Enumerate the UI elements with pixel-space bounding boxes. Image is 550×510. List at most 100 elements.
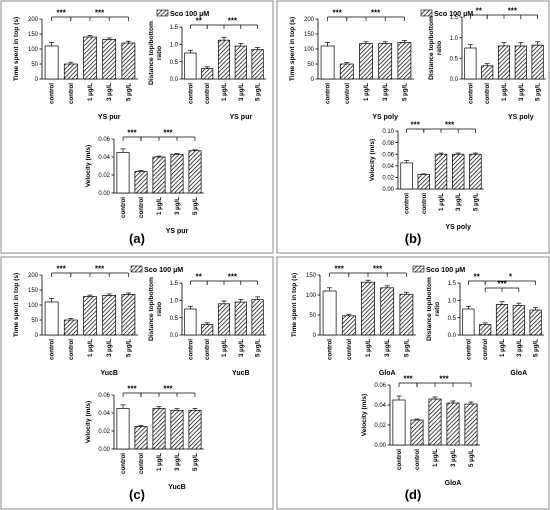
x-tick-label: control [120, 453, 127, 474]
significance-label: *** [508, 7, 518, 16]
bar [201, 324, 214, 336]
y-tick-label: 0.5 [170, 316, 179, 322]
bar [434, 153, 448, 190]
x-tick-label: 5 µg/L [401, 83, 408, 101]
y-axis-label: Velocity (m/s) [361, 394, 368, 437]
x-tick-label: control [414, 449, 421, 470]
bar [410, 419, 424, 446]
x-tick-label: control [344, 83, 351, 104]
x-tick-label: control [484, 83, 491, 104]
bar [428, 398, 442, 446]
y-axis-label: Velocity (m/s) [85, 145, 92, 188]
y-axis-label: Time spent in top (s) [291, 273, 298, 337]
significance-bracket: *** [423, 121, 476, 133]
significance-bracket: *** [398, 375, 418, 387]
significance-label: *** [163, 385, 173, 394]
x-axis-label: YS poly [508, 114, 534, 121]
bar [102, 39, 117, 80]
y-axis-label: ratio [156, 46, 163, 60]
bar [121, 42, 136, 80]
bar [134, 171, 148, 194]
x-tick-label: 1 µg/L [499, 339, 506, 357]
x-tick-label: control [138, 453, 145, 474]
y-tick-label: 50 [307, 62, 314, 68]
y-tick-label: 0 [313, 333, 317, 339]
x-tick-label: 3 µg/L [518, 83, 525, 101]
y-axis-label: Velocity (m/s) [85, 401, 92, 444]
bar [134, 426, 148, 450]
bar [481, 65, 494, 80]
panel-label: (d) [405, 487, 422, 502]
panel-label: (a) [129, 231, 145, 246]
x-tick-label: 5 µg/L [255, 83, 262, 101]
bar [462, 308, 475, 336]
y-tick-label: 0.5 [450, 57, 459, 63]
x-tick-label: control [327, 339, 334, 360]
y-tick-label: 150 [28, 32, 39, 38]
bar [121, 294, 136, 336]
y-tick-label: 0.0 [170, 333, 179, 339]
bar [479, 324, 492, 336]
x-tick-label: 1 µg/L [365, 339, 372, 357]
bar [392, 399, 406, 446]
bar [359, 43, 373, 80]
significance-bracket: *** [348, 265, 407, 277]
chart-2: 0.0 0.5 1.0 1.5 Distance top/bottom ratio cont… [426, 273, 544, 377]
x-tick-label: 3 µg/L [516, 339, 523, 357]
chart-3: 0.00 0.02 0.04 0.06 0.08 0.10 Velocity (m/s) co… [369, 121, 484, 231]
significance-bracket: *** [122, 385, 142, 397]
significance-label: *** [445, 121, 455, 130]
panel-border [0, 0, 274, 254]
y-axis-label: Distance top/bottom [148, 277, 155, 341]
bar [63, 63, 78, 80]
y-tick-label: 100 [28, 47, 39, 53]
bar [339, 63, 354, 80]
x-tick-label: control [482, 339, 489, 360]
x-tick-label: 3 µg/L [384, 339, 391, 357]
y-tick-label: 1.5 [170, 25, 179, 31]
significance-bracket: *** [406, 121, 425, 133]
significance-bracket: *** [327, 9, 348, 21]
significance-bracket: *** [206, 273, 258, 285]
x-tick-label: 3 µg/L [238, 83, 245, 101]
x-tick-label: control [68, 339, 75, 360]
bar [417, 174, 430, 190]
significance-label: *** [127, 385, 137, 394]
significance-bracket: *** [484, 280, 520, 292]
y-tick-label: 1.5 [450, 15, 459, 21]
x-tick-label: 5 µg/L [125, 83, 132, 101]
y-tick-label: 150 [306, 273, 317, 279]
bar [322, 290, 337, 336]
y-tick-label: 0.08 [382, 141, 394, 147]
chart-1: 0 50 100 150 Time spent in top (s) control con… [291, 265, 416, 377]
bar [464, 403, 478, 446]
y-tick-label: 200 [28, 273, 39, 279]
y-tick-label: 0.02 [98, 173, 110, 179]
y-tick-label: 0.06 [98, 137, 110, 143]
x-tick-label: 3 µg/L [106, 339, 113, 357]
x-tick-label: control [68, 83, 75, 104]
x-tick-label: control [187, 83, 194, 104]
chart-2: 0.0 0.5 1.0 1.5 Distance top/bottom ratio cont… [148, 17, 266, 121]
x-tick-label: control [138, 197, 145, 218]
x-tick-label: 1 µg/L [221, 83, 228, 101]
x-tick-label: 1 µg/L [87, 83, 94, 101]
bar [531, 44, 544, 80]
y-tick-label: 0.00 [98, 191, 110, 197]
legend-swatch [420, 9, 433, 17]
bar [217, 39, 231, 80]
bar [152, 156, 166, 194]
significance-label: *** [228, 273, 238, 282]
legend-label: Sco 100 µM [426, 265, 465, 274]
x-tick-label: control [49, 83, 56, 104]
y-tick-label: 200 [28, 17, 39, 23]
x-tick-label: 3 µg/L [238, 339, 245, 357]
chart-1: 0 50 100 150 200 Time spent in top (s) control… [13, 9, 138, 121]
y-tick-label: 0.06 [374, 383, 386, 389]
x-axis-label: YS pur [230, 114, 253, 121]
significance-bracket: ** [190, 273, 208, 285]
significance-label: ** [196, 17, 203, 26]
y-tick-label: 0.02 [374, 423, 386, 429]
y-tick-label: 50 [31, 318, 38, 324]
y-tick-label: 150 [28, 288, 39, 294]
